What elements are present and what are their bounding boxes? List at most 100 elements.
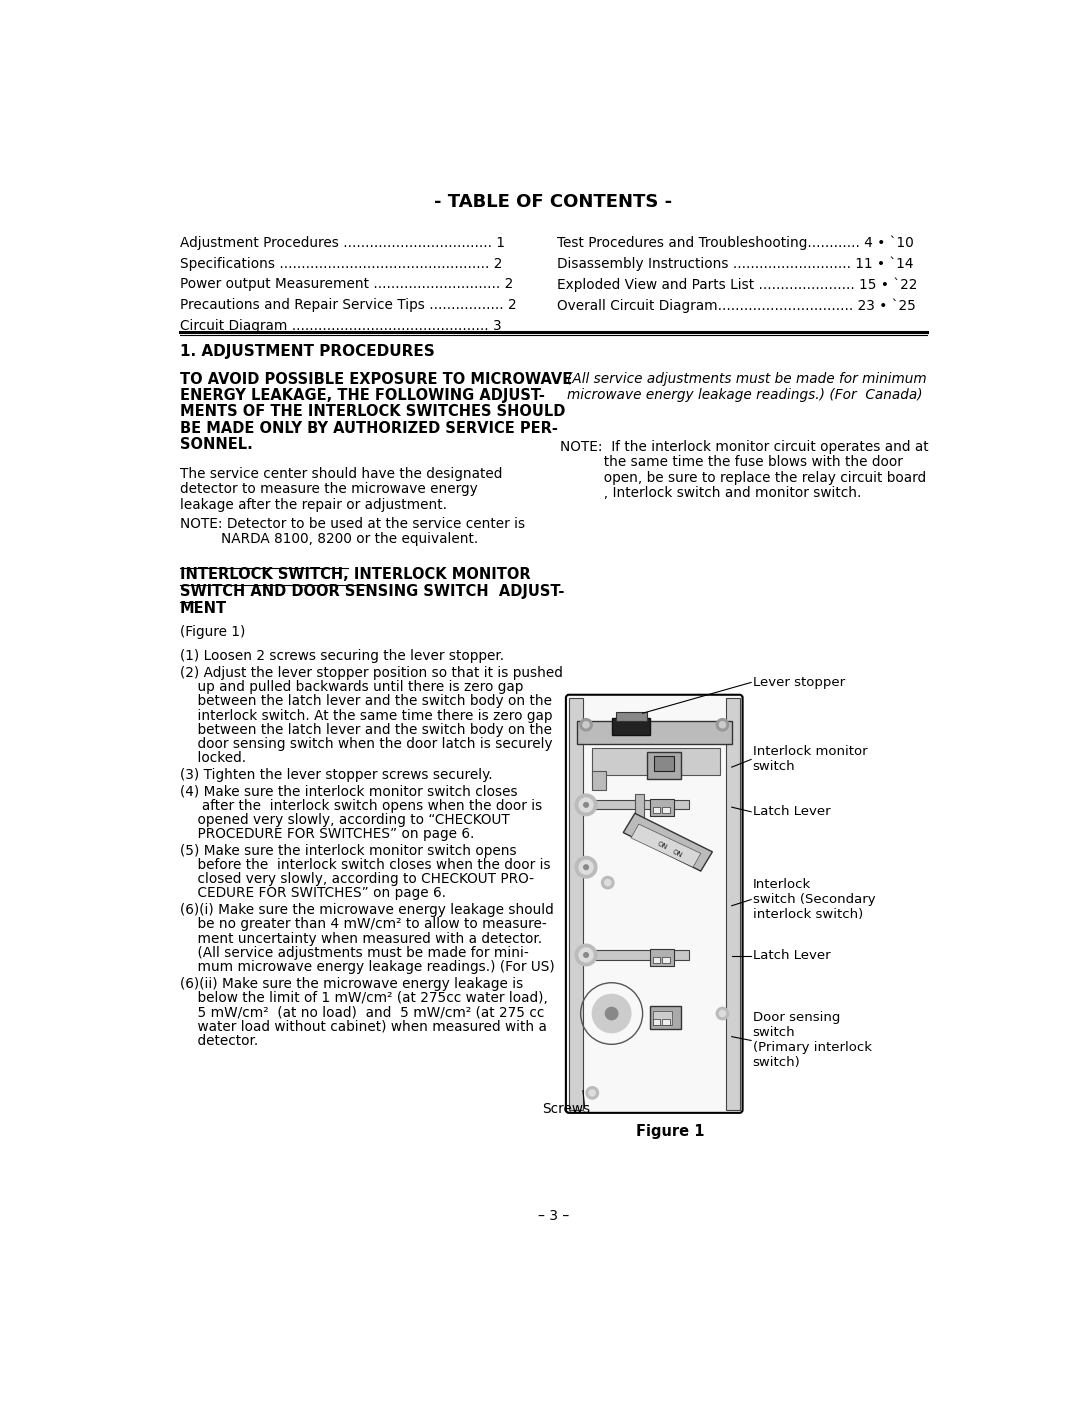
Text: (2) Adjust the lever stopper position so that it is pushed: (2) Adjust the lever stopper position so… bbox=[180, 666, 563, 680]
Bar bbox=[650, 799, 674, 816]
Bar bbox=[652, 1012, 672, 1026]
Text: (Figure 1): (Figure 1) bbox=[180, 625, 245, 639]
Text: Power output Measurement ............................. 2: Power output Measurement ...............… bbox=[180, 277, 513, 291]
Text: mum microwave energy leakage readings.) (For US): mum microwave energy leakage readings.) … bbox=[180, 960, 555, 974]
Bar bbox=[589, 801, 689, 809]
Text: 1. ADJUSTMENT PROCEDURES: 1. ADJUSTMENT PROCEDURES bbox=[180, 343, 434, 359]
Text: between the latch lever and the switch body on the: between the latch lever and the switch b… bbox=[180, 723, 552, 737]
Circle shape bbox=[583, 802, 589, 808]
Text: door sensing switch when the door latch is securely: door sensing switch when the door latch … bbox=[180, 737, 553, 751]
Bar bbox=[650, 948, 674, 965]
Text: (4) Make sure the interlock monitor switch closes: (4) Make sure the interlock monitor swit… bbox=[180, 785, 517, 798]
Text: (6)(i) Make sure the microwave energy leakage should: (6)(i) Make sure the microwave energy le… bbox=[180, 903, 554, 917]
Circle shape bbox=[576, 857, 597, 878]
Circle shape bbox=[606, 1007, 618, 1020]
Bar bbox=[652, 808, 661, 813]
Text: The service center should have the designated: The service center should have the desig… bbox=[180, 467, 502, 481]
Polygon shape bbox=[631, 825, 701, 867]
Text: INTERLOCK SWITCH, INTERLOCK MONITOR: INTERLOCK SWITCH, INTERLOCK MONITOR bbox=[180, 567, 530, 582]
Circle shape bbox=[579, 948, 593, 962]
Bar bbox=[589, 950, 689, 960]
Bar bbox=[654, 756, 674, 771]
Text: ON: ON bbox=[656, 840, 669, 851]
Bar bbox=[616, 712, 647, 720]
Bar bbox=[662, 808, 670, 813]
Text: SONNEL.: SONNEL. bbox=[180, 436, 253, 452]
Circle shape bbox=[716, 1007, 729, 1020]
Bar bbox=[592, 749, 720, 775]
Text: Adjustment Procedures .................................. 1: Adjustment Procedures ..................… bbox=[180, 236, 505, 250]
Text: Figure 1: Figure 1 bbox=[635, 1124, 704, 1138]
Text: SWITCH AND DOOR SENSING SWITCH  ADJUST-: SWITCH AND DOOR SENSING SWITCH ADJUST- bbox=[180, 584, 565, 599]
Bar bbox=[650, 1006, 681, 1029]
Text: (5) Make sure the interlock monitor switch opens: (5) Make sure the interlock monitor swit… bbox=[180, 844, 516, 858]
Text: – 3 –: – 3 – bbox=[538, 1209, 569, 1223]
Circle shape bbox=[576, 794, 597, 816]
Bar bbox=[611, 718, 650, 734]
Text: Specifications ................................................ 2: Specifications .........................… bbox=[180, 256, 502, 270]
Bar bbox=[569, 698, 583, 1110]
Text: interlock switch. At the same time there is zero gap: interlock switch. At the same time there… bbox=[180, 709, 553, 723]
Text: the same time the fuse blows with the door: the same time the fuse blows with the do… bbox=[559, 456, 903, 470]
Text: Latch Lever: Latch Lever bbox=[753, 805, 831, 819]
Text: between the latch lever and the switch body on the: between the latch lever and the switch b… bbox=[180, 695, 552, 708]
Circle shape bbox=[580, 719, 592, 732]
Text: Interlock monitor
switch: Interlock monitor switch bbox=[753, 746, 867, 774]
Text: Door sensing
switch
(Primary interlock
switch): Door sensing switch (Primary interlock s… bbox=[753, 1012, 872, 1069]
Text: PROCEDURE FOR SWITCHES” on page 6.: PROCEDURE FOR SWITCHES” on page 6. bbox=[180, 827, 474, 841]
Text: be no greater than 4 mW/cm² to allow to measure-: be no greater than 4 mW/cm² to allow to … bbox=[180, 917, 546, 931]
Text: (3) Tighten the lever stopper screws securely.: (3) Tighten the lever stopper screws sec… bbox=[180, 768, 492, 782]
Text: (6)(ii) Make sure the microwave energy leakage is: (6)(ii) Make sure the microwave energy l… bbox=[180, 976, 523, 991]
Polygon shape bbox=[623, 813, 713, 871]
Text: NOTE:  If the interlock monitor circuit operates and at: NOTE: If the interlock monitor circuit o… bbox=[559, 440, 929, 454]
Text: 5 mW/cm²  (at no load)  and  5 mW/cm² (at 275 cc: 5 mW/cm² (at no load) and 5 mW/cm² (at 2… bbox=[180, 1005, 544, 1019]
Text: (All service adjustments must be made for minimum: (All service adjustments must be made fo… bbox=[567, 371, 927, 386]
Text: microwave energy leakage readings.) (For  Canada): microwave energy leakage readings.) (For… bbox=[567, 388, 923, 402]
Text: after the  interlock switch opens when the door is: after the interlock switch opens when th… bbox=[180, 799, 542, 813]
Circle shape bbox=[592, 995, 631, 1033]
Text: closed very slowly, according to CHECKOUT PRO-: closed very slowly, according to CHECKOU… bbox=[180, 872, 534, 886]
Text: Interlock
switch (Secondary
interlock switch): Interlock switch (Secondary interlock sw… bbox=[753, 878, 875, 922]
Circle shape bbox=[583, 865, 589, 870]
Text: Circuit Diagram ............................................. 3: Circuit Diagram ........................… bbox=[180, 319, 501, 333]
Circle shape bbox=[716, 719, 729, 732]
Text: Latch Lever: Latch Lever bbox=[753, 950, 831, 962]
Circle shape bbox=[583, 953, 589, 957]
Text: BE MADE ONLY BY AUTHORIZED SERVICE PER-: BE MADE ONLY BY AUTHORIZED SERVICE PER- bbox=[180, 421, 558, 436]
Circle shape bbox=[583, 722, 590, 727]
Bar bbox=[726, 698, 740, 1110]
Bar bbox=[662, 1019, 670, 1026]
Circle shape bbox=[605, 879, 611, 886]
Text: MENT: MENT bbox=[180, 601, 227, 616]
Bar bbox=[662, 957, 670, 964]
Bar bbox=[577, 720, 732, 744]
Text: NOTE: Detector to be used at the service center is: NOTE: Detector to be used at the service… bbox=[180, 516, 525, 530]
Text: detector to measure the microwave energy: detector to measure the microwave energy bbox=[180, 483, 477, 497]
Text: locked.: locked. bbox=[180, 751, 246, 765]
Text: ment uncertainty when measured with a detector.: ment uncertainty when measured with a de… bbox=[180, 931, 542, 946]
Text: up and pulled backwards until there is zero gap: up and pulled backwards until there is z… bbox=[180, 680, 524, 694]
Circle shape bbox=[579, 798, 593, 812]
Bar bbox=[635, 794, 644, 836]
Text: before the  interlock switch closes when the door is: before the interlock switch closes when … bbox=[180, 858, 551, 872]
FancyBboxPatch shape bbox=[566, 695, 743, 1113]
Circle shape bbox=[590, 1090, 595, 1096]
Circle shape bbox=[586, 1086, 598, 1099]
Text: water load without cabinet) when measured with a: water load without cabinet) when measure… bbox=[180, 1019, 546, 1033]
Circle shape bbox=[576, 944, 597, 965]
Text: , Interlock switch and monitor switch.: , Interlock switch and monitor switch. bbox=[559, 485, 861, 499]
Text: - TABLE OF CONTENTS -: - TABLE OF CONTENTS - bbox=[434, 194, 673, 211]
Text: Lever stopper: Lever stopper bbox=[753, 675, 845, 689]
Text: NARDA 8100, 8200 or the equivalent.: NARDA 8100, 8200 or the equivalent. bbox=[186, 532, 478, 546]
Bar bbox=[592, 771, 606, 791]
Text: detector.: detector. bbox=[180, 1034, 258, 1048]
Text: ENERGY LEAKAGE, THE FOLLOWING ADJUST-: ENERGY LEAKAGE, THE FOLLOWING ADJUST- bbox=[180, 388, 544, 404]
Text: Disassembly Instructions ........................... 11 • `14: Disassembly Instructions ...............… bbox=[557, 256, 914, 272]
Circle shape bbox=[602, 877, 613, 889]
Text: Screws: Screws bbox=[542, 1102, 590, 1116]
Circle shape bbox=[719, 722, 726, 727]
Text: Precautions and Repair Service Tips ................. 2: Precautions and Repair Service Tips ....… bbox=[180, 298, 516, 312]
Bar bbox=[647, 751, 681, 778]
Text: Exploded View and Parts List ...................... 15 • `22: Exploded View and Parts List ...........… bbox=[557, 277, 918, 291]
Text: opened very slowly, according to “CHECKOUT: opened very slowly, according to “CHECKO… bbox=[180, 813, 510, 827]
